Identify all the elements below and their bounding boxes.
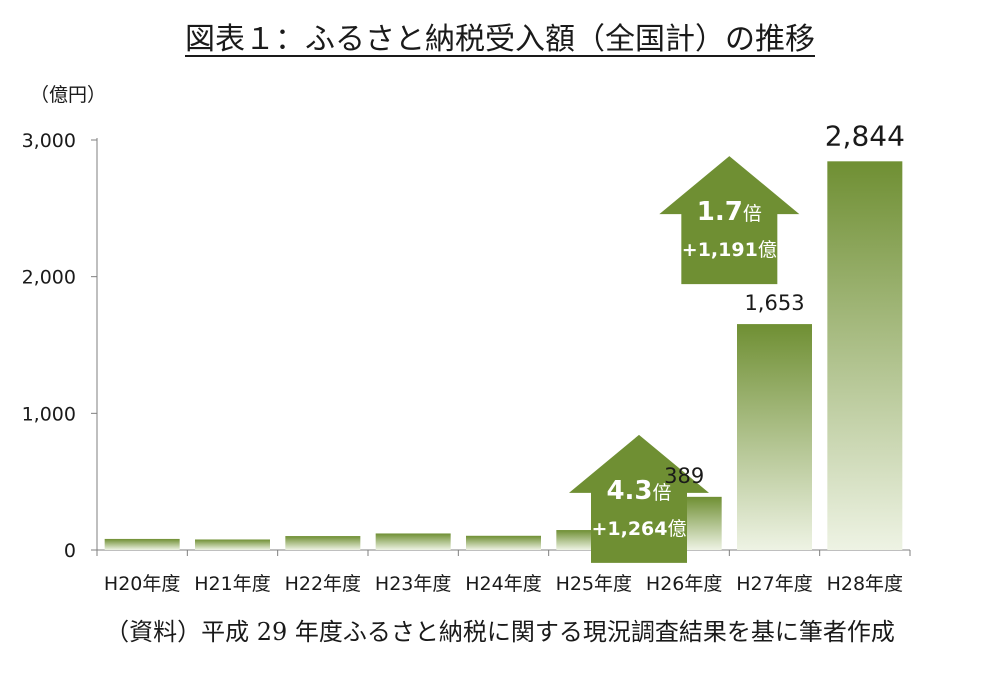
x-tick-label: H22年度 <box>285 573 361 595</box>
y-axis-unit-label: （億円） <box>30 84 107 106</box>
x-tick-label: H23年度 <box>375 573 451 595</box>
data-label: 389 <box>664 464 704 488</box>
bar-H21年度 <box>195 539 270 550</box>
x-tick-label: H24年度 <box>465 573 541 595</box>
growth-ratio-label: 1.7倍 <box>697 197 762 227</box>
growth-diff-label: +1,191億 <box>682 239 777 261</box>
x-tick-label: H28年度 <box>827 573 903 595</box>
growth-ratio-label: 4.3倍 <box>606 476 671 506</box>
y-tick-label: 3,000 <box>22 130 76 152</box>
growth-arrow <box>569 434 709 563</box>
x-tick-label: H21年度 <box>194 573 270 595</box>
y-tick-label: 2,000 <box>22 267 76 289</box>
chart-title: 図表１：ふるさと納税受入額（全国計）の推移 <box>185 22 815 57</box>
data-label: 1,653 <box>744 291 804 315</box>
x-tick-label: H27年度 <box>736 573 812 595</box>
growth-arrow <box>659 156 800 285</box>
bar-H27年度 <box>737 324 812 550</box>
y-tick-label: 0 <box>64 540 76 562</box>
source-note: （資料）平成 29 年度ふるさと納税に関する現況調査結果を基に筆者作成 <box>105 618 895 646</box>
growth-diff-label: +1,264億 <box>591 518 686 540</box>
x-tick-label: H20年度 <box>104 573 180 595</box>
bar-H20年度 <box>104 538 180 550</box>
bar-H23年度 <box>375 533 451 550</box>
x-tick-label: H25年度 <box>556 573 632 595</box>
y-tick-label: 1,000 <box>22 403 76 425</box>
bar-H24年度 <box>466 535 541 550</box>
bar-H22年度 <box>285 536 361 550</box>
bar-H28年度 <box>827 161 903 550</box>
data-label: 2,844 <box>825 119 905 152</box>
x-tick-label: H26年度 <box>646 573 722 595</box>
